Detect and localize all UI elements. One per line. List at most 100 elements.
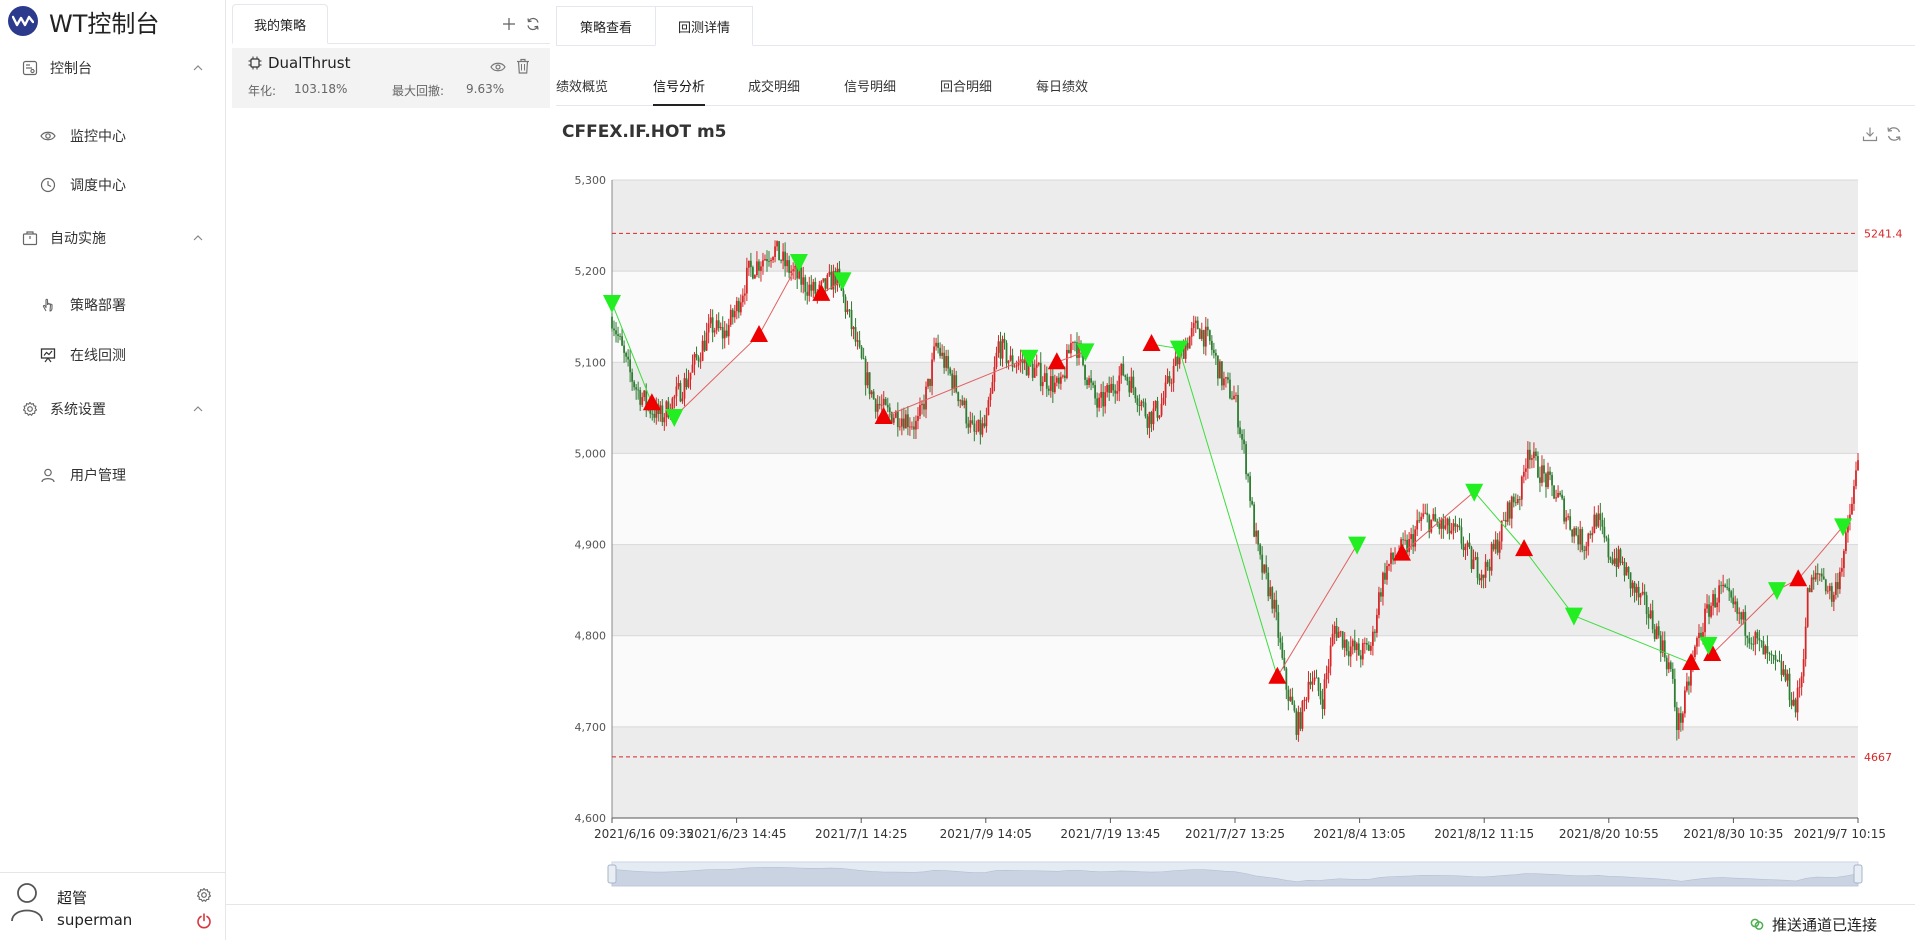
candle-body (1535, 451, 1537, 457)
candle-body (1486, 561, 1489, 567)
candle-body (1444, 525, 1447, 529)
candle-body (858, 340, 861, 347)
sidebar-item-user-management[interactable]: 用户管理 (0, 455, 226, 495)
sidebar-item-scheduler[interactable]: 调度中心 (0, 165, 226, 205)
candle-body (1363, 642, 1366, 644)
candle-body (1070, 343, 1072, 354)
sidebar-item-strategy-deploy[interactable]: 策略部署 (0, 285, 226, 325)
candle-body (1253, 504, 1256, 537)
clock-icon (40, 177, 56, 193)
buy-marker (1703, 643, 1722, 661)
tab-backtest-detail[interactable]: 回测详情 (655, 6, 753, 46)
candle-body (975, 431, 978, 432)
candle-body (1092, 382, 1094, 386)
candle-body (1084, 365, 1086, 380)
menu-group-dashboard[interactable]: 控制台 (0, 48, 226, 88)
candle-body (1806, 588, 1809, 627)
refresh-icon[interactable] (526, 17, 540, 31)
candle-body (1510, 496, 1513, 519)
sell-marker (833, 272, 852, 291)
x-tick-label: 2021/8/20 10:55 (1559, 827, 1659, 841)
candle-body (894, 411, 897, 418)
candle-body (1072, 342, 1074, 344)
candle-body (760, 266, 762, 271)
candle-body (1752, 643, 1755, 645)
candle-body (1488, 566, 1491, 571)
candle-body (886, 404, 889, 408)
candle-body (1714, 594, 1716, 608)
candle-body (868, 372, 871, 395)
candlestick-chart[interactable]: 5,300 5,200 5,100 5,000 4,900 4,800 4,700 4,600… (556, 160, 1915, 900)
sidebar-item-online-backtest[interactable]: 在线回测 (0, 335, 226, 375)
candle-body (1514, 502, 1517, 504)
candle-body (1690, 668, 1692, 686)
candle-body (1057, 377, 1060, 384)
candle-body (1704, 608, 1706, 633)
brand[interactable]: WT控制台 (8, 4, 159, 38)
eye-icon[interactable] (490, 61, 506, 73)
strategy-card[interactable]: DualThrust 年化: 103.18% 最大回撤: 9.63% (232, 48, 550, 108)
candle-body (1096, 398, 1099, 408)
candle-body (756, 261, 758, 276)
trash-icon[interactable] (516, 58, 530, 74)
sell-marker (1076, 343, 1095, 362)
candle-body (1822, 576, 1825, 580)
candle-body (1273, 599, 1276, 609)
candle-body (1333, 625, 1336, 634)
plus-icon[interactable] (502, 17, 516, 31)
sell-marker (1348, 536, 1367, 555)
candle-body (870, 391, 873, 395)
candle-body (1406, 539, 1409, 553)
candle-body (961, 400, 964, 406)
power-icon[interactable] (196, 913, 212, 929)
candle-body (955, 375, 958, 393)
candle-body (1712, 594, 1714, 606)
candle-body (1116, 391, 1119, 394)
candle-body (1597, 513, 1600, 527)
candle-body (911, 426, 913, 428)
menu-group-settings[interactable]: 系统设置 (0, 389, 226, 429)
candle-body (1537, 456, 1539, 478)
sidebar-item-monitor[interactable]: 监控中心 (0, 116, 226, 156)
candle-body (1681, 713, 1684, 723)
candle-body (1216, 355, 1219, 379)
candle-body (846, 309, 849, 312)
buy-marker (750, 324, 769, 342)
candle-body (1468, 542, 1471, 548)
subtab-performance-overview[interactable]: 绩效概览 (556, 80, 609, 95)
candle-body (1257, 530, 1260, 545)
candle-body (739, 302, 742, 313)
subtab-trade-detail[interactable]: 成交明细 (748, 80, 801, 95)
candle-body (689, 372, 692, 380)
menu-group-auto-deploy[interactable]: 自动实施 (0, 218, 226, 258)
candle-body (1007, 360, 1010, 364)
link-icon (1750, 918, 1764, 930)
download-icon[interactable] (1862, 126, 1878, 142)
candle-body (1251, 500, 1254, 505)
gear-icon[interactable] (196, 887, 212, 903)
sell-marker (1564, 607, 1583, 626)
menu-group-label: 系统设置 (50, 402, 106, 418)
candle-body (1659, 635, 1662, 653)
candle-body (981, 423, 984, 435)
candle-body (701, 340, 704, 361)
subtab-daily-performance[interactable]: 每日绩效 (1036, 80, 1089, 95)
candle-body (1629, 572, 1632, 589)
refresh-icon[interactable] (1886, 126, 1902, 142)
candle-body (1247, 474, 1249, 477)
candle-body (1305, 699, 1308, 701)
candle-body (1059, 376, 1062, 384)
candle-body (1734, 601, 1737, 605)
y-tick-label: 4,600 (575, 812, 607, 825)
tab-strategy-view[interactable]: 策略查看 (556, 6, 656, 46)
candle-body (1102, 391, 1105, 407)
candle-body (1335, 625, 1338, 638)
subtab-round-detail[interactable]: 回合明细 (940, 80, 993, 95)
subtab-signal-detail[interactable]: 信号明细 (844, 80, 897, 95)
subtab-signal-analysis[interactable]: 信号分析 (653, 76, 706, 106)
candle-body (1694, 646, 1696, 658)
candle-body (1442, 519, 1445, 529)
candle-body (1392, 552, 1394, 560)
tab-my-strategies[interactable]: 我的策略 (232, 4, 328, 44)
grid-band (612, 362, 1858, 454)
